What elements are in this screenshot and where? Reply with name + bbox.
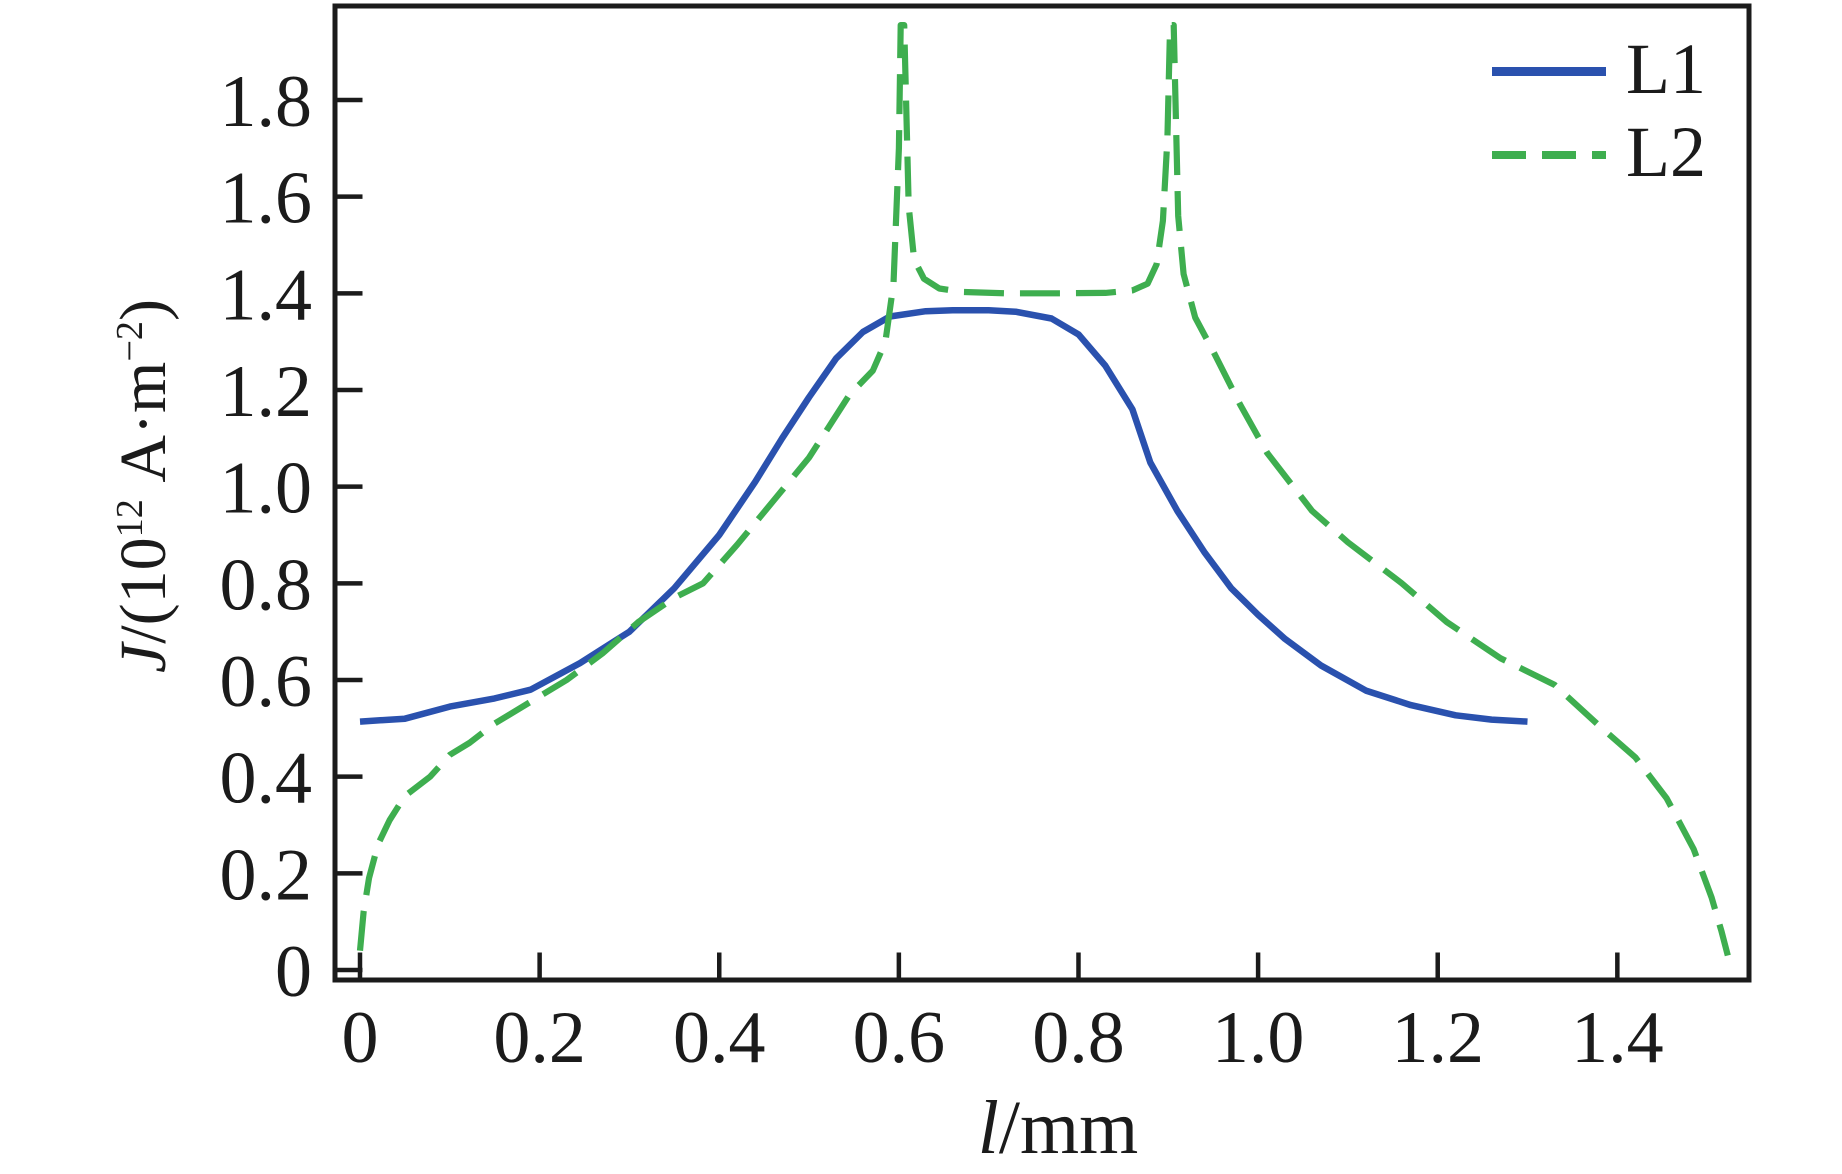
x-tick-label-1.0: 1.0 <box>1212 997 1305 1079</box>
x-tick-label-0.6: 0.6 <box>853 997 946 1079</box>
y-axis-exponent: 12 <box>109 499 151 538</box>
x-tick-label-0.2: 0.2 <box>493 997 586 1079</box>
y-tick-label-1.2: 1.2 <box>220 351 313 433</box>
y-tick-label-0.8: 0.8 <box>220 544 313 626</box>
y-tick-label-0: 0 <box>275 931 312 1013</box>
plot-frame <box>332 3 1752 983</box>
legend-line-sample-solid <box>1492 67 1606 76</box>
y-axis-title: J/(1012 A·m−2) <box>107 298 180 674</box>
y-tick-label-1.0: 1.0 <box>220 448 313 530</box>
legend-label-l2: L2 <box>1626 111 1706 192</box>
x-tick-label-1.4: 1.4 <box>1571 997 1664 1079</box>
legend-line-sample-dashed <box>1492 150 1606 159</box>
x-tick-label-0: 0 <box>342 997 379 1079</box>
x-tick-label-0.4: 0.4 <box>673 997 766 1079</box>
y-tick-label-1.6: 1.6 <box>220 158 313 240</box>
x-tick-label-1.2: 1.2 <box>1391 997 1484 1079</box>
y-tick-label-1.8: 1.8 <box>220 61 313 143</box>
y-tick-label-0.6: 0.6 <box>220 641 313 723</box>
x-axis-title: l/mm <box>977 1086 1139 1170</box>
legend: L1 L2 <box>1492 30 1706 196</box>
y-tick-label-0.2: 0.2 <box>220 834 313 916</box>
legend-item-l2: L2 <box>1492 113 1706 196</box>
x-tick-label-0.8: 0.8 <box>1032 997 1125 1079</box>
y-tick-label-0.4: 0.4 <box>220 738 313 820</box>
y-tick-label-1.4: 1.4 <box>220 254 313 336</box>
x-axis-variable: l <box>977 1086 999 1170</box>
y-axis-variable: J <box>107 643 180 674</box>
legend-item-l1: L1 <box>1492 30 1706 113</box>
curve-l2 <box>356 22 1731 957</box>
legend-label-l1: L1 <box>1626 28 1706 109</box>
y-axis-unit-exponent: −2 <box>109 320 151 362</box>
curve-l1 <box>359 307 1528 725</box>
